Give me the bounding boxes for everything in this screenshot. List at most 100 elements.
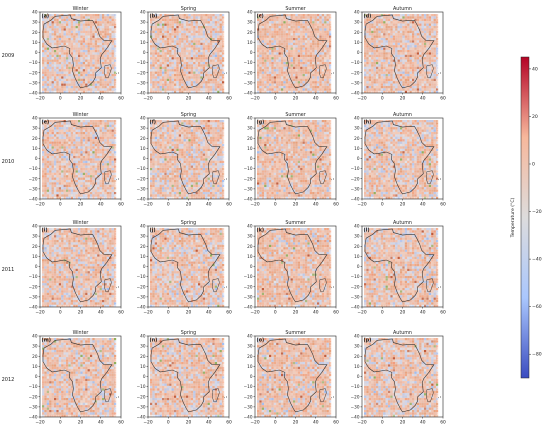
temperature-cell (174, 81, 177, 84)
temperature-cell (174, 47, 177, 50)
temperature-cell (376, 59, 379, 62)
temperature-cell (273, 23, 276, 26)
temperature-cell (259, 16, 262, 19)
temperature-cell (61, 175, 64, 178)
temperature-cell (61, 64, 64, 67)
temperature-cell (94, 160, 97, 163)
temperature-cell (428, 66, 431, 69)
temperature-cell (186, 38, 189, 41)
temperature-cell (414, 78, 417, 81)
temperature-cell (49, 139, 52, 142)
temperature-cell (205, 62, 208, 65)
temperature-cell (278, 47, 281, 50)
temperature-cell (42, 64, 45, 67)
temperature-cell (212, 18, 215, 21)
temperature-cell (324, 26, 327, 29)
temperature-cell (152, 76, 155, 79)
temperature-cell (80, 172, 83, 175)
temperature-cell (409, 18, 412, 21)
temperature-cell (90, 18, 93, 21)
temperature-cell (421, 57, 424, 60)
temperature-cell (278, 33, 281, 36)
temperature-cell (273, 16, 276, 19)
temperature-cell (285, 45, 288, 48)
temperature-cell (90, 83, 93, 86)
temperature-cell (109, 78, 112, 81)
temperature-cell (416, 50, 419, 53)
temperature-cell (300, 40, 303, 43)
temperature-cell (169, 52, 172, 55)
temperature-cell (176, 88, 179, 91)
temperature-cell (222, 90, 225, 93)
temperature-cell (80, 88, 83, 91)
temperature-cell (264, 23, 267, 26)
temperature-cell (295, 59, 298, 62)
temperature-cell (321, 35, 324, 38)
temperature-cell (111, 134, 114, 137)
temperature-cell (94, 45, 97, 48)
temperature-cell (44, 23, 47, 26)
island-marker (225, 72, 227, 74)
temperature-cell (66, 175, 69, 178)
temperature-cell (85, 165, 88, 168)
temperature-cell (207, 90, 210, 93)
temperature-cell (307, 54, 310, 57)
temperature-cell (329, 57, 332, 60)
temperature-cell (271, 45, 274, 48)
temperature-cell (390, 38, 393, 41)
temperature-cell (426, 78, 429, 81)
temperature-cell (290, 38, 293, 41)
temperature-cell (111, 158, 114, 161)
temperature-cell (70, 148, 73, 151)
temperature-cell (278, 28, 281, 31)
temperature-cell (51, 134, 54, 137)
temperature-cell (329, 88, 332, 91)
temperature-cell (264, 69, 267, 72)
temperature-cell (104, 38, 107, 41)
temperature-cell (409, 62, 412, 65)
temperature-cell (433, 57, 436, 60)
temperature-cell (397, 64, 400, 67)
temperature-cell (302, 64, 305, 67)
temperature-cell (198, 16, 201, 19)
temperature-cell (154, 64, 157, 67)
temperature-cell (407, 66, 410, 69)
temperature-cell (428, 83, 431, 86)
temperature-cell (87, 124, 90, 127)
temperature-cell (181, 26, 184, 29)
temperature-cell (78, 129, 81, 132)
temperature-cell (416, 66, 419, 69)
temperature-cell (219, 23, 222, 26)
temperature-cell (68, 170, 71, 173)
temperature-cell (428, 59, 431, 62)
temperature-cell (46, 18, 49, 21)
temperature-cell (73, 78, 76, 81)
temperature-cell (273, 28, 276, 31)
temperature-cell (297, 62, 300, 65)
temperature-cell (44, 57, 47, 60)
temperature-cell (106, 33, 109, 36)
temperature-cell (259, 88, 262, 91)
temperature-cell (49, 124, 52, 127)
temperature-cell (412, 14, 415, 17)
temperature-cell (217, 28, 220, 31)
temperature-cell (264, 71, 267, 74)
temperature-cell (283, 21, 286, 24)
temperature-cell (202, 47, 205, 50)
temperature-cell (395, 81, 398, 84)
temperature-cell (412, 21, 415, 24)
temperature-cell (392, 64, 395, 67)
temperature-cell (63, 30, 66, 33)
temperature-cell (300, 54, 303, 57)
temperature-cell (70, 14, 73, 17)
temperature-cell (395, 78, 398, 81)
temperature-cell (276, 52, 279, 55)
temperature-cell (85, 90, 88, 93)
temperature-cell (324, 33, 327, 36)
temperature-cell (49, 156, 52, 159)
temperature-cell (276, 16, 279, 19)
temperature-cell (198, 88, 201, 91)
temperature-cell (295, 33, 298, 36)
temperature-cell (295, 69, 298, 72)
temperature-cell (385, 59, 388, 62)
